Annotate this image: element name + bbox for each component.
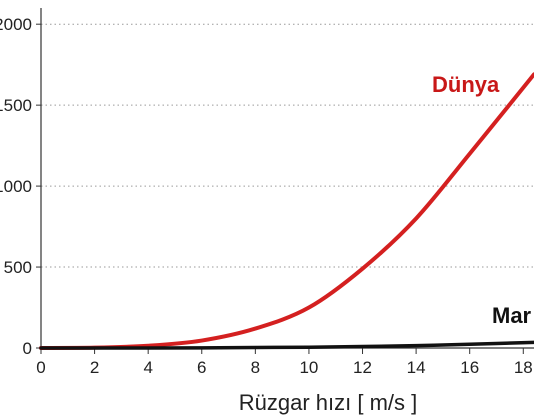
x-tick-label: 10 xyxy=(299,358,318,377)
series-line-dunya xyxy=(39,72,534,350)
x-tick-label: 2 xyxy=(90,358,99,377)
series-label-dunya: Dünya xyxy=(432,72,500,97)
x-tick-label: 14 xyxy=(407,358,426,377)
x-tick-label: 18 xyxy=(514,358,533,377)
x-axis-title: Rüzgar hızı [ m/s ] xyxy=(239,390,418,415)
series-lines xyxy=(39,72,534,350)
x-tick-label: 4 xyxy=(143,358,152,377)
y-tick-label: 0 xyxy=(23,339,32,358)
x-tick-label: 16 xyxy=(460,358,479,377)
axes xyxy=(36,8,534,354)
x-tick-label: 0 xyxy=(36,358,45,377)
series-label-mars: Mar xyxy=(492,303,532,328)
grid-lines xyxy=(41,23,534,268)
y-tick-label: 1500 xyxy=(0,96,32,115)
x-tick-label: 6 xyxy=(197,358,206,377)
x-tick-label: 12 xyxy=(353,358,372,377)
labels: 0 500 1000 1500 2000 0 2 4 6 8 10 12 14 16 18 Dünya Mar xyxy=(0,15,533,377)
y-tick-label: 2000 xyxy=(0,15,32,34)
x-tick-label: 8 xyxy=(251,358,260,377)
y-tick-label: 1000 xyxy=(0,177,32,196)
y-tick-label: 500 xyxy=(4,258,32,277)
series-line-mars xyxy=(39,340,534,350)
